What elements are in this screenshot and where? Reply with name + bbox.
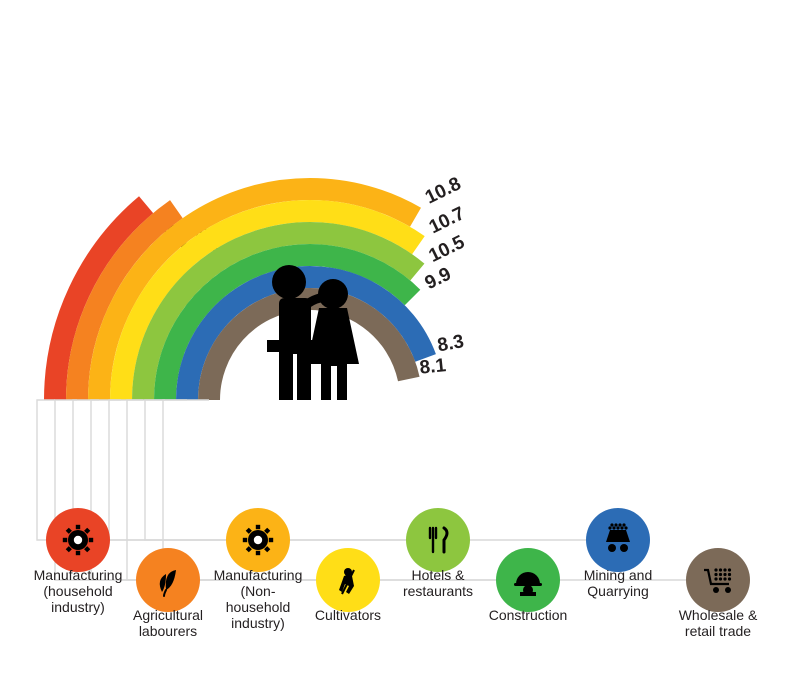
category-label: Mining andQuarrying	[584, 567, 653, 599]
category-circle	[136, 548, 200, 612]
category-circle	[406, 508, 470, 572]
category-label: Hotels &restaurants	[403, 567, 473, 599]
connector-line	[145, 400, 586, 540]
category-label: Wholesale &retail trade	[679, 607, 758, 639]
category-circle	[586, 508, 650, 572]
category-label: Manufacturing(householdindustry)	[34, 567, 123, 615]
arc-value-label: 9.9	[422, 264, 455, 294]
category-circle	[686, 548, 750, 612]
rainbow-arcs: 15.415.410.810.710.59.98.38.1	[55, 173, 468, 400]
category-circle	[316, 548, 380, 612]
arc-value-label: 8.1	[419, 355, 448, 379]
category-label: Manufacturing(Non-householdindustry)	[214, 567, 303, 631]
category-circle	[226, 508, 290, 572]
category-label: Construction	[489, 607, 568, 623]
category-circle	[496, 548, 560, 612]
arc-value-label: 8.3	[436, 331, 466, 356]
category-label: Agriculturallabourers	[133, 607, 203, 639]
arc-value-label: 10.7	[426, 203, 468, 238]
category-circle	[46, 508, 110, 572]
connector-line	[37, 400, 55, 540]
arc-value-label: 10.5	[426, 232, 469, 267]
infographic-svg: 15.415.410.810.710.59.98.38.1Manufacturi…	[0, 0, 800, 687]
infographic-canvas: 15.415.410.810.710.59.98.38.1Manufacturi…	[0, 0, 800, 687]
category-label: Cultivators	[315, 607, 381, 623]
